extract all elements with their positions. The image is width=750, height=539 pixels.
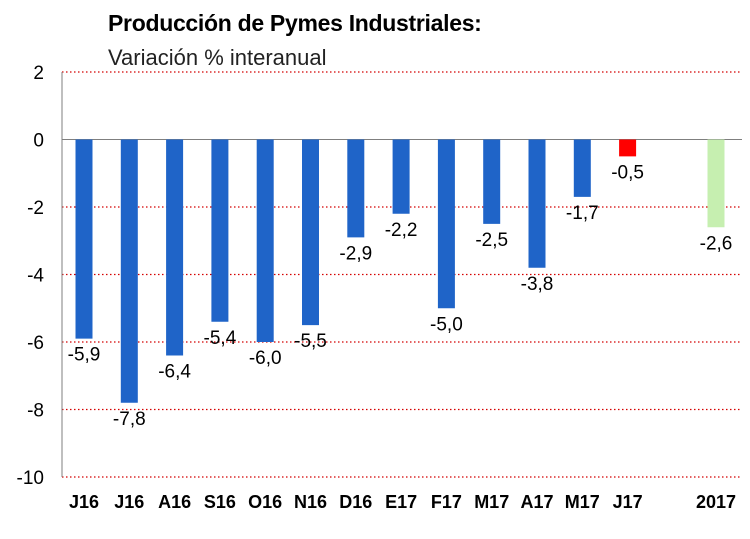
x-tick-label: J16 <box>69 492 99 512</box>
bar <box>437 139 455 309</box>
data-label: -6,4 <box>158 362 191 383</box>
x-tick-label: A16 <box>158 492 191 512</box>
x-tick-label: E17 <box>385 492 417 512</box>
bar <box>619 139 637 157</box>
data-label: -2,6 <box>700 233 733 254</box>
bar <box>483 139 501 224</box>
y-tick-label: 0 <box>33 131 44 152</box>
bar <box>528 139 546 268</box>
x-tick-label: A17 <box>520 492 553 512</box>
bar <box>211 139 229 322</box>
y-tick-label: -10 <box>17 468 44 489</box>
x-tick-label: F17 <box>431 492 462 512</box>
y-tick-label: -4 <box>27 266 44 287</box>
bar <box>75 139 93 339</box>
data-label: -2,5 <box>475 230 508 251</box>
data-label: -7,8 <box>113 409 146 430</box>
y-tick-label: -2 <box>27 198 44 219</box>
data-label: -5,4 <box>204 328 237 349</box>
x-tick-label: D16 <box>339 492 372 512</box>
bar <box>120 139 138 403</box>
x-tick-label: 2017 <box>696 492 736 512</box>
bar <box>707 139 725 228</box>
bar <box>347 139 365 238</box>
data-label: -5,5 <box>294 331 327 352</box>
bar <box>302 139 319 326</box>
bar <box>573 139 591 197</box>
grid-layer <box>62 71 742 478</box>
label-layer: -5,9 J16 -7,8 J16 -6,4 A16 -5,4 S16 -6,0 O16 -5,5 N… <box>68 162 736 512</box>
chart-title: Producción de Pymes Industriales: <box>108 10 482 36</box>
data-label: -2,2 <box>385 220 418 241</box>
bar-layer <box>75 139 725 403</box>
data-label: -5,0 <box>430 314 463 335</box>
chart-subtitle: Variación % interanual <box>108 45 327 70</box>
bar <box>392 139 410 214</box>
bar <box>256 139 274 342</box>
x-tick-label: N16 <box>294 492 327 512</box>
x-tick-label: J17 <box>613 492 643 512</box>
data-label: -2,9 <box>339 243 372 264</box>
data-label: -3,8 <box>521 274 554 295</box>
bar <box>166 139 184 356</box>
x-tick-label: M17 <box>474 492 509 512</box>
x-tick-label: S16 <box>204 492 236 512</box>
y-tick-label: -6 <box>27 333 44 354</box>
x-tick-label: J16 <box>114 492 144 512</box>
data-label: -1,7 <box>566 203 599 224</box>
y-tick-label: -8 <box>27 401 44 422</box>
data-label: -0,5 <box>611 162 644 183</box>
data-label: -5,9 <box>68 345 101 366</box>
x-tick-label: M17 <box>565 492 600 512</box>
y-tick-label: 2 <box>33 63 44 84</box>
x-tick-label: O16 <box>248 492 282 512</box>
data-label: -6,0 <box>249 348 282 369</box>
